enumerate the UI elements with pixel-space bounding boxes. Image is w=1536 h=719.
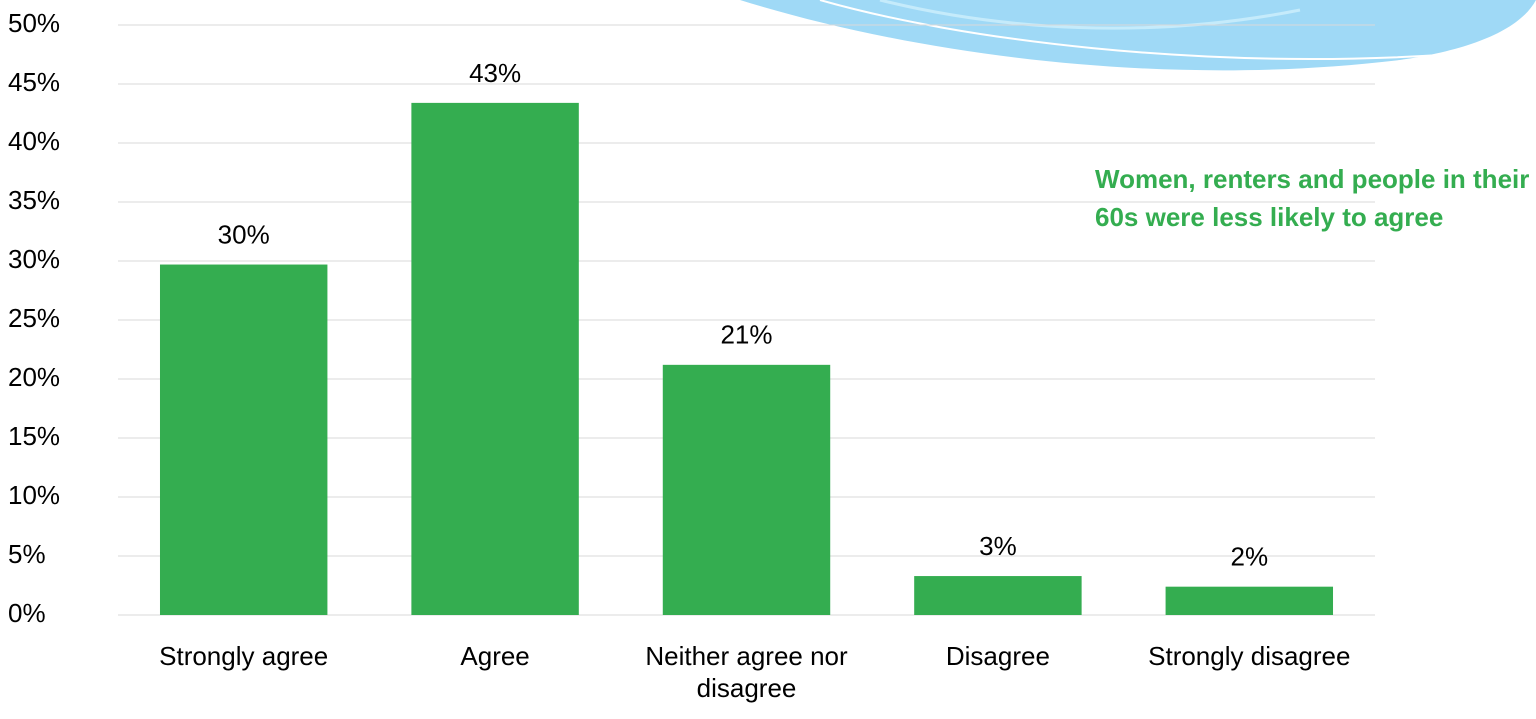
x-tick-label: Agree (460, 641, 530, 671)
bar (662, 364, 831, 615)
y-tick-label: 15% (8, 421, 60, 451)
bar (1165, 586, 1334, 615)
y-tick-label: 35% (8, 185, 60, 215)
annotation: Women, renters and people in their 60s w… (1095, 164, 1530, 232)
value-label: 30% (218, 219, 270, 249)
y-tick-label: 20% (8, 362, 60, 392)
x-tick-label: Strongly disagree (1148, 641, 1351, 671)
swoosh-line (879, 0, 1301, 30)
value-label: 3% (979, 531, 1017, 561)
y-tick-label: 5% (8, 539, 46, 569)
swoosh-line (819, 0, 1441, 60)
y-tick-label: 50% (8, 8, 60, 38)
y-tick-label: 25% (8, 303, 60, 333)
swoosh (740, 0, 1536, 71)
bar (411, 102, 579, 615)
y-tick-label: 10% (8, 480, 60, 510)
y-tick-label: 45% (8, 67, 60, 97)
value-label: 2% (1231, 542, 1269, 572)
bar (159, 264, 328, 615)
x-tick-label: Disagree (945, 641, 1050, 671)
value-label: 21% (720, 320, 772, 350)
decoration (740, 0, 1536, 71)
x-tick-label: Strongly agree (159, 641, 329, 671)
y-tick-label: 40% (8, 126, 60, 156)
x-tick-label: Neither agree nor disagree (645, 641, 848, 703)
y-tick-label: 0% (8, 598, 46, 628)
bar (914, 576, 1082, 615)
value-label: 43% (469, 58, 521, 88)
y-tick-label: 30% (8, 244, 60, 274)
